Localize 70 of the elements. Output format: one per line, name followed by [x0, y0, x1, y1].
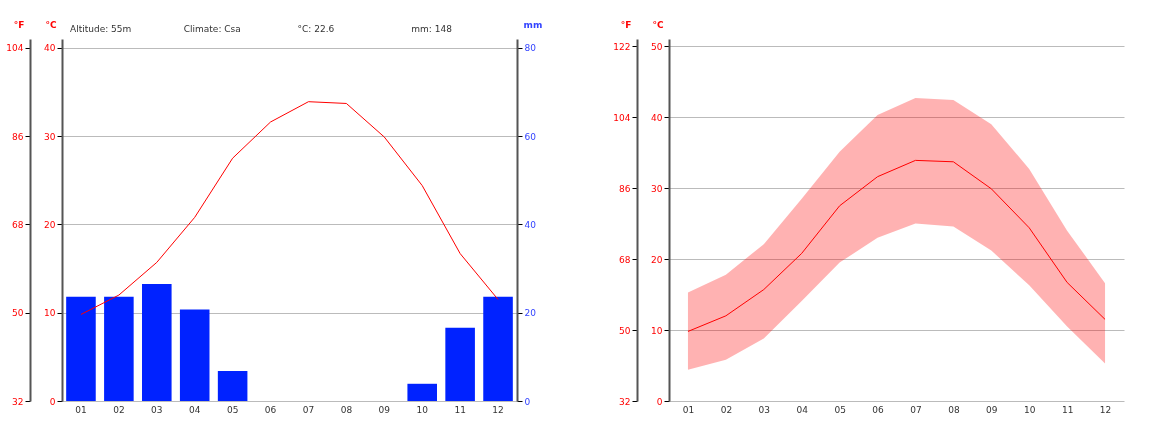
bar — [445, 327, 475, 401]
bar — [217, 370, 248, 401]
x-tick-label: 02 — [720, 404, 733, 415]
y2-tick-label: 40 — [524, 219, 537, 230]
x-tick-label: 01 — [682, 404, 695, 415]
y2-tick-label: 60 — [524, 131, 537, 142]
y-tick-label: 40 — [651, 112, 663, 123]
x-tick-label: 01 — [75, 404, 87, 415]
x-tick-label: 05 — [226, 404, 239, 415]
line-series — [687, 159, 1106, 332]
text: Altitude: 55m — [70, 24, 132, 34]
x-tick-label: 12 — [1099, 404, 1112, 415]
y-axis-title: °C — [45, 19, 57, 30]
y3-tick-label: 32 — [619, 396, 631, 407]
y3-tick-label: 68 — [12, 219, 24, 230]
y-tick-label: 20 — [651, 254, 663, 265]
text: mm: 148 — [411, 24, 453, 34]
y3-tick-label: 68 — [619, 254, 631, 265]
line-series — [80, 101, 499, 315]
x-tick-label: 06 — [264, 404, 277, 415]
x-tick-label: 03 — [151, 404, 163, 415]
x-tick-label: 03 — [758, 404, 771, 415]
text: Climate: Csa — [183, 24, 241, 34]
y2-tick-label: 0 — [524, 396, 531, 407]
x-tick-label: 12 — [492, 404, 504, 415]
y-tick-label: 10 — [44, 308, 56, 319]
bar — [142, 284, 172, 401]
x-tick-label: 09 — [378, 404, 391, 415]
x-tick-label: 04 — [188, 404, 201, 415]
y3-tick-label: 104 — [6, 43, 24, 54]
bar — [104, 296, 134, 401]
bar — [483, 296, 513, 401]
y-tick-label: 0 — [49, 396, 56, 407]
bar — [66, 296, 96, 401]
y3-tick-label: 50 — [12, 308, 24, 319]
y-tick-label: 30 — [651, 183, 663, 194]
text: °C: 22.6 — [297, 24, 335, 34]
x-tick-label: 06 — [872, 404, 885, 415]
y2-tick-label: 80 — [524, 43, 537, 54]
x-tick-label: 10 — [416, 404, 429, 415]
y3-tick-label: 86 — [619, 183, 631, 194]
y3-tick-label: 122 — [613, 41, 631, 52]
x-tick-label: 04 — [796, 404, 809, 415]
x-tick-label: 08 — [340, 404, 353, 415]
y2-axis-title: mm — [523, 19, 543, 30]
x-tick-label: 11 — [1061, 404, 1074, 415]
y3-tick-label: 104 — [613, 112, 631, 123]
y2-tick-label: 20 — [524, 308, 537, 319]
bar — [179, 309, 210, 401]
y3-axis-title: °F — [620, 19, 632, 30]
x-tick-label: 05 — [834, 404, 846, 415]
x-tick-label: 11 — [454, 404, 466, 415]
y3-axis-title: °F — [13, 19, 25, 30]
y-tick-label: 10 — [651, 325, 663, 336]
y-tick-label: 20 — [44, 219, 56, 230]
x-tick-label: 09 — [986, 404, 998, 415]
bar — [407, 383, 437, 401]
y3-tick-label: 86 — [12, 131, 24, 142]
x-tick-label: 07 — [302, 404, 315, 415]
y3-tick-label: 50 — [619, 325, 631, 336]
y-tick-label: 40 — [44, 43, 56, 54]
y-tick-label: 50 — [651, 41, 663, 52]
x-tick-label: 07 — [910, 404, 922, 415]
x-tick-label: 02 — [113, 404, 125, 415]
x-tick-label: 10 — [1023, 404, 1036, 415]
y-tick-label: 0 — [656, 396, 663, 407]
x-tick-label: 08 — [948, 404, 960, 415]
y-tick-label: 30 — [44, 131, 56, 142]
y-axis-title: °C — [652, 19, 664, 30]
y3-tick-label: 32 — [12, 396, 24, 407]
